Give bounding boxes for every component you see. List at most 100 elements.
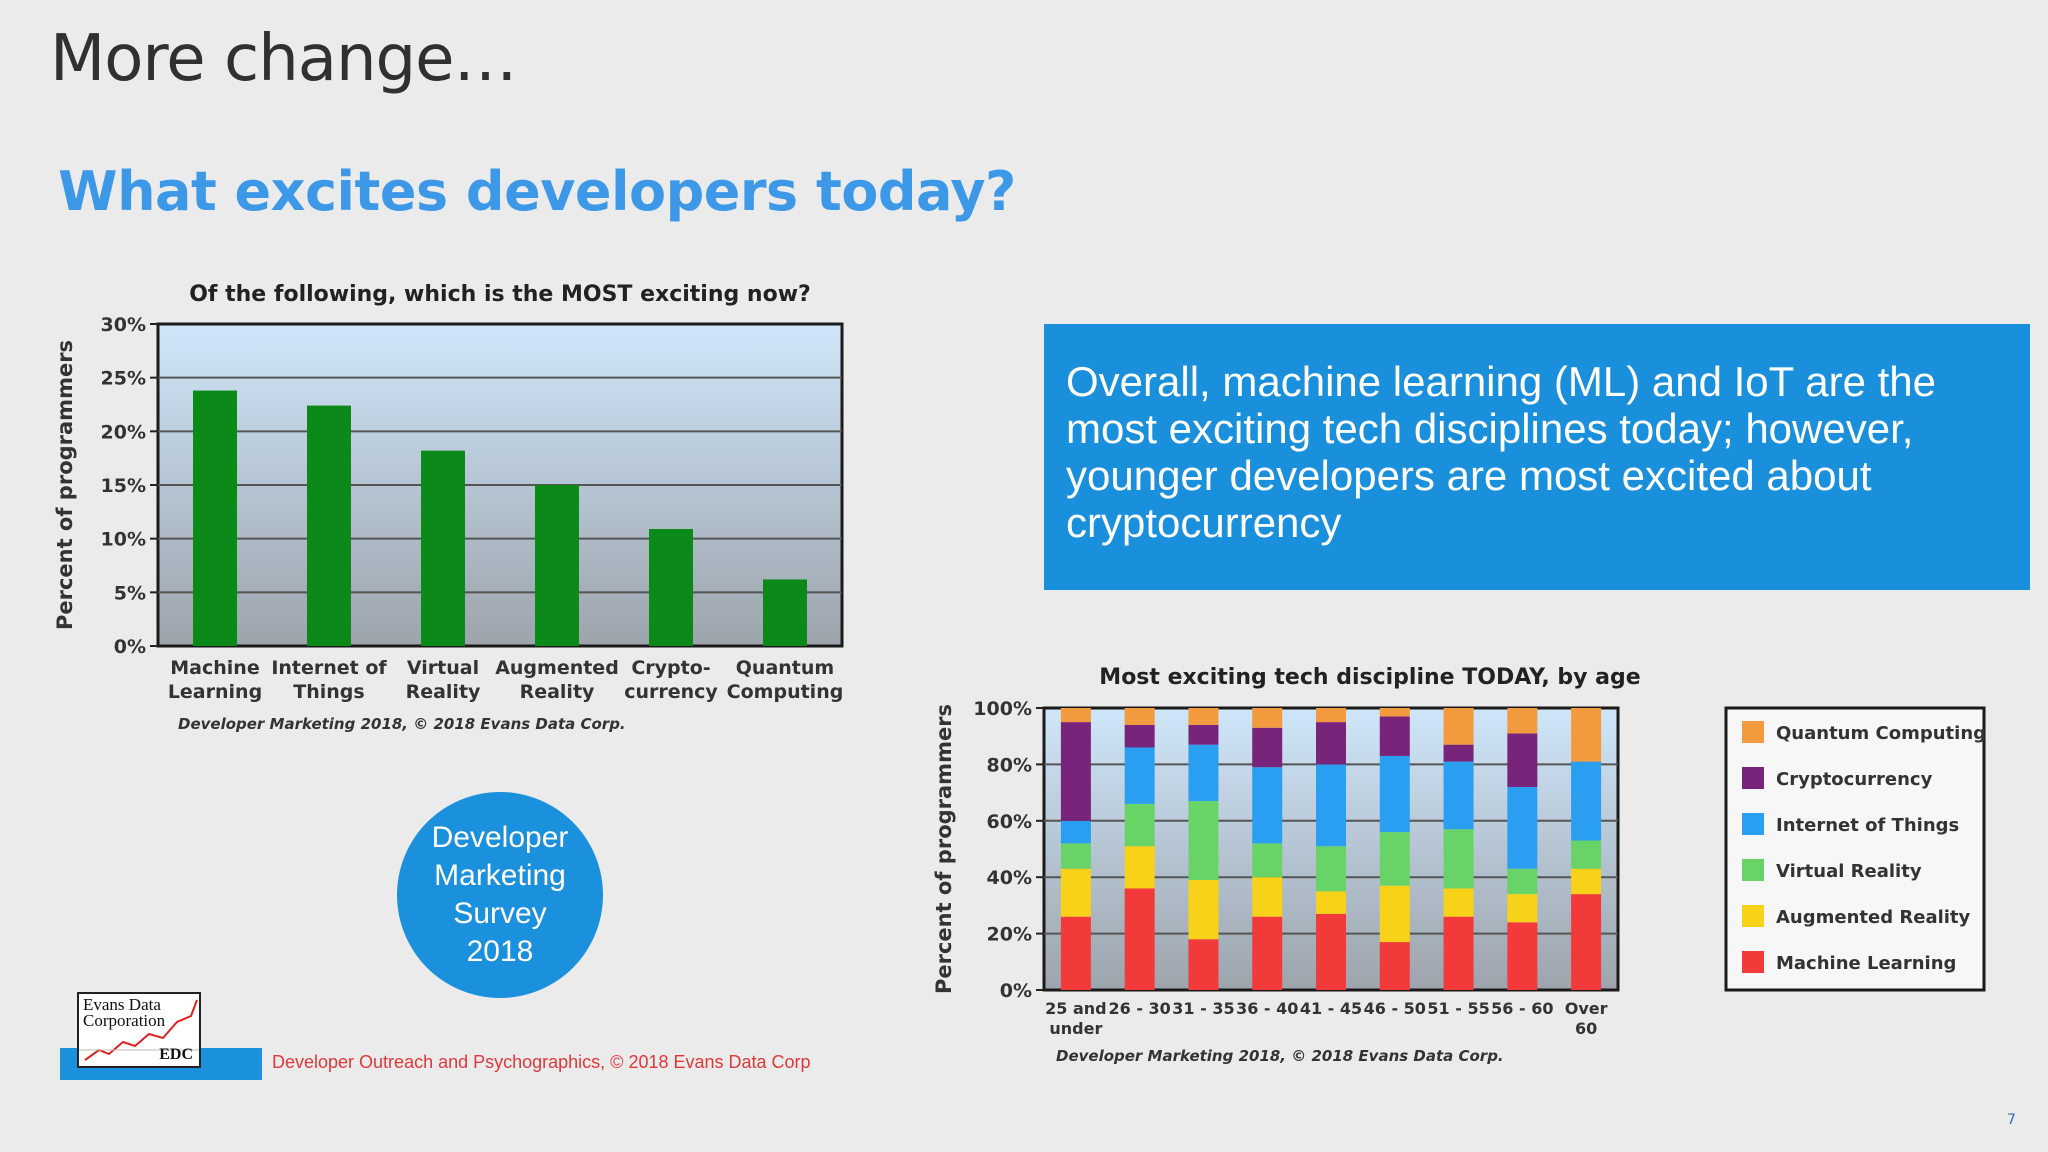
- chart2-bar-segment: [1507, 708, 1538, 734]
- summary-callout: Overall, machine learning (ML) and IoT a…: [1044, 324, 2030, 590]
- chart1-y-axis-label: Percent of programmers: [53, 340, 77, 630]
- chart2-bar-segment: [1507, 733, 1538, 787]
- chart2-bar-segment: [1443, 916, 1474, 990]
- chart2-x-tick-label: 25 and: [1045, 999, 1106, 1018]
- chart2-bar-segment: [1379, 885, 1410, 943]
- chart2-bar-segment: [1316, 891, 1346, 914]
- chart1-title: Of the following, which is the MOST exci…: [189, 282, 811, 307]
- chart2-source: Developer Marketing 2018, © 2018 Evans D…: [1056, 1047, 1504, 1065]
- chart2-bar-segment: [1571, 840, 1602, 869]
- chart1-bar: [421, 450, 465, 646]
- chart2-bar-segment: [1252, 708, 1283, 728]
- badge-line: Marketing: [434, 859, 566, 892]
- chart2-legend-label: Internet of Things: [1776, 815, 1959, 836]
- chart2-bar-segment: [1060, 868, 1091, 917]
- chart2-title: Most exciting tech discipline TODAY, by …: [1099, 665, 1640, 690]
- survey-badge: Developer Marketing Survey 2018: [397, 792, 603, 998]
- chart2-bar-segment: [1124, 846, 1155, 889]
- chart2-bar-segment: [1188, 744, 1219, 802]
- chart2-y-tick-label: 40%: [987, 867, 1032, 889]
- footer-note: Developer Outreach and Psychographics, ©…: [272, 1052, 811, 1072]
- chart2-bar-segment: [1443, 888, 1474, 917]
- chart2-bar-segment: [1507, 786, 1538, 869]
- chart2-bar-segment: [1188, 939, 1219, 990]
- chart2-legend-swatch: [1742, 767, 1764, 789]
- chart2-y-tick-label: 0%: [1000, 980, 1032, 1002]
- chart2-x-tick-label: 31 - 35: [1172, 999, 1234, 1018]
- chart2-x-tick-label: 46 - 50: [1364, 999, 1426, 1018]
- slide-subtitle: What excites developers today?: [58, 160, 1016, 223]
- chart2-bar-segment: [1571, 708, 1602, 762]
- chart2-legend-swatch: [1742, 905, 1764, 927]
- chart2-bar-segment: [1060, 843, 1091, 869]
- chart2-bar-segment: [1507, 894, 1538, 923]
- chart2-y-tick-label: 100%: [973, 698, 1032, 720]
- chart2-legend-swatch: [1742, 951, 1764, 973]
- chart1-x-tick-label: Reality: [520, 681, 595, 703]
- chart2-bar-segment: [1060, 916, 1091, 990]
- chart2-bar-segment: [1443, 708, 1474, 745]
- chart2-x-tick-label: 41 - 45: [1300, 999, 1362, 1018]
- slide-title: More change…: [50, 22, 518, 96]
- chart1-y-tick-label: 0%: [114, 636, 146, 658]
- chart2-bar-segment: [1188, 880, 1219, 940]
- chart2-y-tick-label: 60%: [987, 811, 1032, 833]
- chart2-bar-segment: [1571, 894, 1602, 990]
- badge-line: Survey: [453, 897, 547, 930]
- chart2-bar-segment: [1507, 868, 1538, 895]
- chart2-x-tick-label: 26 - 30: [1109, 999, 1171, 1018]
- chart1-bar: [763, 579, 807, 646]
- chart1-y-tick-label: 30%: [101, 314, 146, 336]
- chart2-bar-segment: [1252, 727, 1283, 768]
- chart1-y-tick-label: 20%: [101, 421, 146, 443]
- chart2-bar-segment: [1060, 820, 1091, 844]
- page-number: 7: [2007, 1112, 2016, 1128]
- chart2-x-tick-label: 60: [1575, 1019, 1597, 1038]
- chart2-x-tick-label: under: [1049, 1019, 1102, 1038]
- chart1-bar: [535, 485, 579, 646]
- chart2-bar-segment: [1571, 868, 1602, 895]
- chart1-x-tick-label: Augmented: [495, 657, 619, 679]
- chart2-bar-segment: [1379, 716, 1410, 756]
- chart2-bar-segment: [1060, 708, 1091, 723]
- chart1-x-tick-label: Quantum: [736, 657, 834, 679]
- chart2-bar-segment: [1379, 942, 1410, 990]
- chart2-bar-segment: [1316, 708, 1346, 723]
- chart2-bar-segment: [1188, 708, 1219, 725]
- chart2-bar-segment: [1316, 846, 1346, 892]
- chart2-legend-label: Virtual Reality: [1776, 861, 1922, 882]
- chart2-bar-segment: [1443, 829, 1474, 889]
- chart2-bar-segment: [1379, 708, 1410, 717]
- chart1-x-tick-label: Reality: [406, 681, 481, 703]
- chart1-source: Developer Marketing 2018, © 2018 Evans D…: [178, 715, 626, 733]
- chart1-y-tick-label: 25%: [101, 368, 146, 390]
- chart1-x-tick-label: Computing: [727, 681, 844, 703]
- chart1-y-tick-label: 5%: [114, 582, 146, 604]
- chart2-bar-segment: [1316, 764, 1346, 847]
- chart2-legend-swatch: [1742, 859, 1764, 881]
- logo-trend-icon: [79, 999, 199, 1061]
- chart2-x-tick-label: Over: [1565, 999, 1608, 1018]
- chart2-legend-swatch: [1742, 813, 1764, 835]
- chart2-bar-segment: [1507, 922, 1538, 990]
- chart2-bar-segment: [1252, 767, 1283, 844]
- chart2-bar-segment: [1124, 888, 1155, 990]
- chart2-bar-segment: [1124, 747, 1155, 804]
- chart2-legend-label: Cryptocurrency: [1776, 769, 1933, 790]
- badge-line: 2018: [466, 935, 534, 968]
- chart2-bar-segment: [1252, 843, 1283, 878]
- chart1-y-tick-label: 15%: [101, 475, 146, 497]
- logo-abbr: EDC: [159, 1046, 193, 1063]
- chart2-bar-segment: [1316, 722, 1346, 765]
- chart2-legend-box: [1724, 706, 1986, 992]
- logo-text: Evans Data Corporation: [83, 995, 166, 1030]
- chart1-x-tick-label: Machine: [170, 657, 259, 679]
- chart1-x-tick-label: Virtual: [407, 657, 479, 679]
- chart2-bar-segment: [1124, 724, 1155, 748]
- chart2-bar-segment: [1188, 801, 1219, 881]
- evans-data-logo: Evans Data Corporation EDC: [77, 992, 201, 1068]
- chart1-x-tick-label: Internet of: [271, 657, 387, 679]
- chart2-y-tick-label: 80%: [987, 754, 1032, 776]
- chart2-bar-segment: [1124, 803, 1155, 847]
- badge-line: Developer: [431, 821, 569, 854]
